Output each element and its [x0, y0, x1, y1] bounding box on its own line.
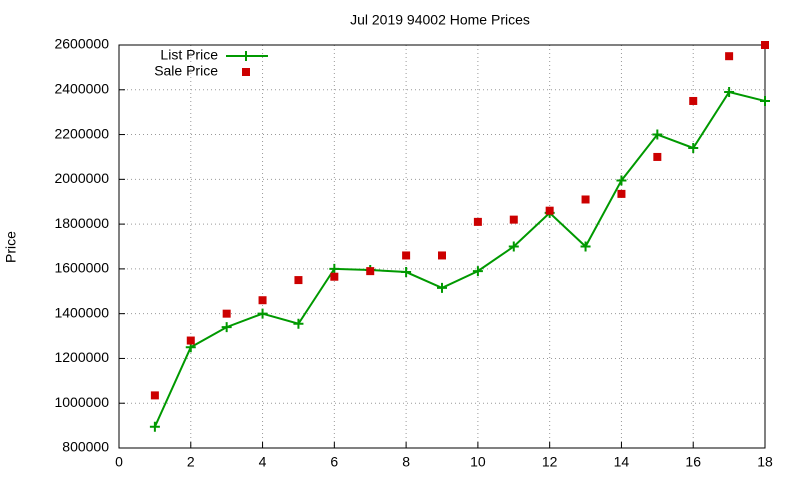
point: [616, 175, 627, 186]
point: [653, 152, 662, 161]
point: [725, 52, 734, 61]
series-line: [153, 90, 766, 428]
x-tick-label: 12: [542, 454, 558, 470]
x-tick-label: 16: [685, 454, 701, 470]
y-tick-label: 1000000: [54, 394, 109, 410]
point: [401, 267, 412, 278]
point: [761, 41, 769, 49]
y-tick-label: 1800000: [54, 215, 109, 231]
point: [257, 308, 268, 319]
y-tick-label: 1600000: [54, 260, 109, 276]
point: [545, 206, 554, 215]
y-tick-label: 800000: [62, 439, 109, 455]
y-tick-label: 1200000: [54, 349, 109, 365]
y-tick-label: 1400000: [54, 304, 109, 320]
x-tick-label: 18: [757, 454, 773, 470]
y-axis-label: Price: [3, 231, 19, 263]
legend-label: Sale Price: [154, 63, 218, 79]
point: [186, 336, 195, 345]
legend-marker: [242, 68, 250, 76]
y-tick-label: 2200000: [54, 125, 109, 141]
point: [366, 267, 375, 276]
x-tick-label: 0: [115, 454, 123, 470]
x-tick-label: 6: [330, 454, 338, 470]
point: [472, 266, 483, 277]
point: [293, 318, 304, 329]
point: [760, 95, 770, 106]
point: [652, 129, 663, 140]
legend-marker: [241, 51, 251, 61]
point: [581, 195, 590, 204]
x-tick-label: 2: [187, 454, 195, 470]
point: [222, 309, 231, 318]
point: [473, 217, 482, 226]
x-tick-label: 14: [614, 454, 630, 470]
chart-title: Jul 2019 94002 Home Prices: [350, 12, 530, 28]
point: [617, 189, 626, 198]
point: [438, 251, 446, 260]
point: [437, 282, 447, 293]
point: [221, 322, 232, 333]
point: [149, 421, 160, 432]
point: [689, 96, 698, 105]
point: [330, 272, 339, 281]
point: [509, 215, 518, 224]
point: [258, 296, 267, 305]
y-tick-label: 2400000: [54, 80, 109, 96]
plot-border: [118, 44, 766, 449]
point: [688, 142, 699, 153]
point: [724, 87, 735, 98]
x-tick-label: 10: [470, 454, 486, 470]
point: [580, 241, 591, 252]
legend-label: List Price: [160, 47, 218, 63]
point: [150, 391, 159, 400]
point: [294, 276, 303, 285]
point: [508, 241, 519, 252]
y-tick-label: 2600000: [54, 36, 109, 52]
point: [329, 263, 340, 274]
x-tick-label: 4: [259, 454, 267, 470]
x-tick-label: 8: [402, 454, 410, 470]
point: [402, 251, 411, 260]
y-tick-label: 2000000: [54, 170, 109, 186]
